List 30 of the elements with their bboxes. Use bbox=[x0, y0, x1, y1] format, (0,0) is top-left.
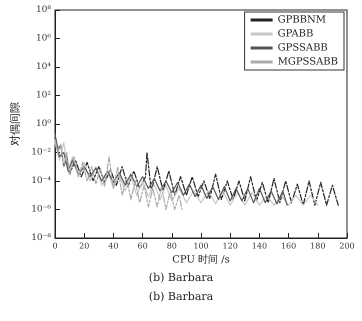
line-series bbox=[54, 133, 288, 206]
y-axis-title: 对偶间隙 bbox=[8, 102, 22, 146]
x-tick-label: 0 bbox=[52, 242, 58, 250]
x-tick-label: 140 bbox=[252, 242, 268, 250]
x-axis-title: CPU 时间 /s bbox=[172, 253, 230, 266]
y-tick-label: 10⁴ bbox=[36, 62, 52, 72]
text: (b) Barbara bbox=[148, 290, 214, 303]
y-tick-label: 10⁸ bbox=[36, 5, 52, 15]
x-tick-label: 100 bbox=[193, 242, 209, 250]
legend-label: GPABB bbox=[278, 28, 314, 40]
y-tick-label: 10⁻⁸ bbox=[31, 233, 52, 243]
y-tick-label: 10⁶ bbox=[36, 34, 52, 44]
line-series bbox=[54, 139, 183, 210]
legend-label: GPSSABB bbox=[278, 42, 328, 54]
x-tick-label: 20 bbox=[79, 242, 90, 250]
x-tick-label: 160 bbox=[280, 242, 296, 250]
x-tick-label: 60 bbox=[138, 242, 148, 250]
x-tick-label: 120 bbox=[222, 242, 238, 250]
x-tick-label: 180 bbox=[310, 242, 326, 250]
x-tick-label: 40 bbox=[108, 242, 118, 250]
x-tick-label: 200 bbox=[339, 242, 355, 250]
y-tick-label: 10² bbox=[36, 90, 52, 100]
y-tick-label: 10⁻⁴ bbox=[31, 176, 52, 186]
y-tick-label: 10⁻⁶ bbox=[31, 204, 52, 214]
legend-label: MGPSSABB bbox=[278, 56, 338, 68]
text: (b) Barbara bbox=[148, 271, 214, 284]
x-tick-label: 80 bbox=[166, 242, 177, 250]
y-tick-label: 10⁰ bbox=[36, 119, 52, 129]
y-tick-label: 10⁻² bbox=[31, 148, 52, 158]
legend-label: GPBBNM bbox=[278, 14, 326, 26]
